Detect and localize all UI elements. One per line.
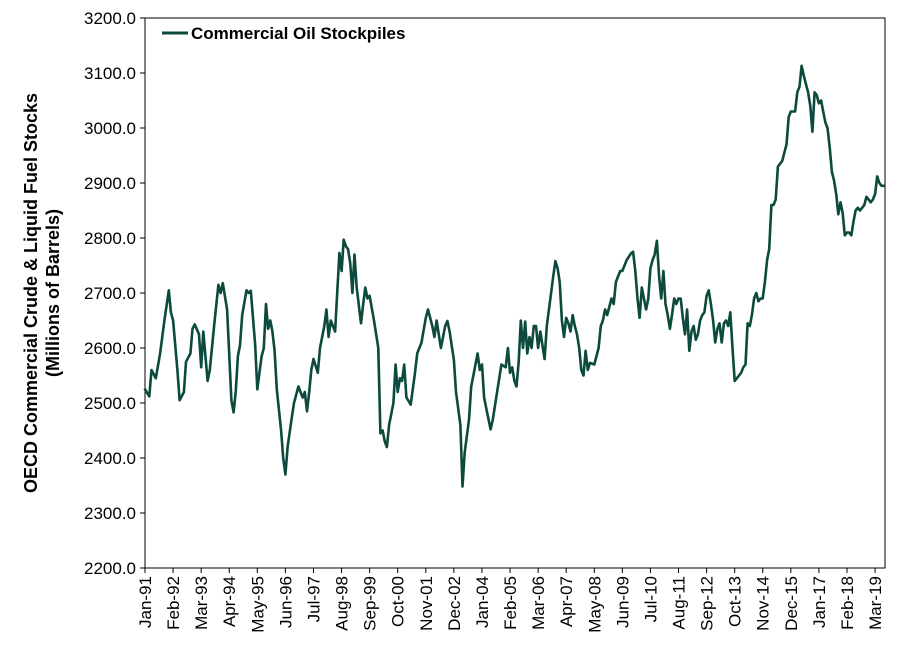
- x-tick-label: Mar-06: [529, 576, 548, 630]
- x-tick-label: Jun-96: [276, 576, 295, 628]
- y-tick-label: 2300.0: [84, 504, 136, 523]
- y-tick-label: 2700.0: [84, 284, 136, 303]
- x-tick-label: Apr-94: [220, 576, 239, 627]
- x-tick-label: Aug-11: [670, 576, 689, 630]
- x-tick-label: Sep-99: [361, 576, 380, 631]
- x-tick-label: Dec-15: [782, 576, 801, 631]
- x-tick-label: Oct-13: [726, 576, 745, 627]
- x-axis-ticks: Jan-91 Feb-92 Mar-93 Apr-94 May-95 Jun-96 Jul-…: [136, 568, 885, 633]
- x-tick-label: Nov-14: [754, 576, 773, 631]
- x-tick-label: May-95: [248, 576, 267, 633]
- x-tick-label: Mar-93: [192, 576, 211, 630]
- y-tick-label: 2500.0: [84, 394, 136, 413]
- y-axis-label-line1: OECD Commercial Crude & Liquid Fuel Stoc…: [21, 93, 41, 493]
- x-tick-label: Jun-09: [613, 576, 632, 628]
- y-tick-label: 3000.0: [84, 119, 136, 138]
- commercial-oil-stockpiles-line: [143, 64, 885, 488]
- x-tick-label: Nov-01: [417, 576, 436, 631]
- x-tick-label: Mar-19: [866, 576, 885, 630]
- x-tick-label: Jul-10: [641, 576, 660, 622]
- y-tick-label: 2200.0: [84, 559, 136, 578]
- legend: Commercial Oil Stockpiles: [162, 24, 405, 43]
- y-tick-label: 3100.0: [84, 64, 136, 83]
- x-tick-label: Jul-97: [304, 576, 323, 622]
- x-tick-label: Apr-07: [557, 576, 576, 627]
- x-tick-label: Feb-18: [838, 576, 857, 630]
- x-tick-label: Feb-05: [501, 576, 520, 630]
- x-tick-label: May-08: [585, 576, 604, 633]
- y-axis-label-line2: (Millions of Barrels): [43, 209, 63, 377]
- x-tick-label: Dec-02: [445, 576, 464, 631]
- y-tick-label: 2400.0: [84, 449, 136, 468]
- y-tick-label: 3200.0: [84, 9, 136, 28]
- x-tick-label: Jan-17: [810, 576, 829, 628]
- y-tick-label: 2600.0: [84, 339, 136, 358]
- x-tick-label: Jan-91: [136, 576, 155, 628]
- legend-label: Commercial Oil Stockpiles: [191, 24, 405, 43]
- x-tick-label: Jan-04: [473, 576, 492, 628]
- x-tick-label: Oct-00: [389, 576, 408, 627]
- x-tick-label: Feb-92: [164, 576, 183, 630]
- y-axis-ticks: 2200.0 2300.0 2400.0 2500.0 2600.0 2700.0 2800…: [84, 9, 145, 578]
- y-tick-label: 2900.0: [84, 174, 136, 193]
- x-tick-label: Sep-12: [698, 576, 717, 631]
- x-tick-label: Aug-98: [333, 576, 352, 631]
- y-tick-label: 2800.0: [84, 229, 136, 248]
- plot-area: [144, 17, 886, 569]
